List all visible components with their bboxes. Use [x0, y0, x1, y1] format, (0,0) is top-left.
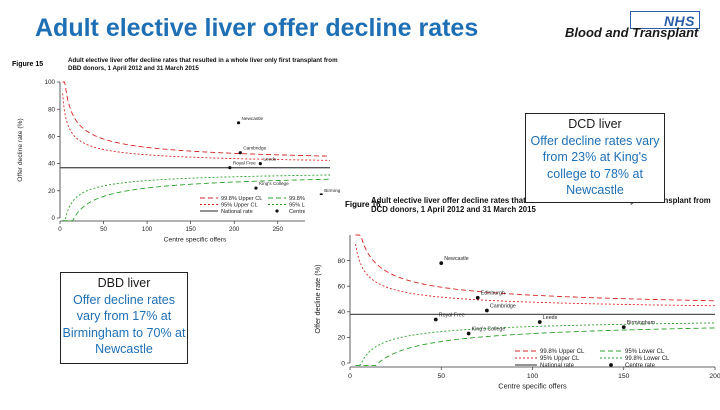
y-tick-label: 100	[45, 79, 56, 86]
y-tick-label: 40	[48, 161, 55, 168]
nhs-logo-text: NHS	[663, 13, 695, 29]
legend-label: 99.8% Upper CL	[540, 349, 585, 355]
figure-15-panel: Figure 15 Adult elective liver offer dec…	[10, 56, 349, 246]
dbd-callout: DBD liver Offer decline rates vary from …	[60, 272, 188, 364]
centre-point-birmingham	[621, 325, 626, 330]
logo-subtitle: Blood and Transplant	[565, 25, 699, 40]
x-tick-label: 150	[618, 373, 630, 380]
centre-point-cambridge	[484, 308, 489, 313]
x-axis-label: Centre specific offers	[498, 382, 567, 391]
figure-title-wrap: Adult elective liver offer decline rates…	[68, 57, 338, 72]
centre-label: Newcastle	[242, 116, 264, 121]
x-tick-label: 200	[229, 226, 240, 233]
y-tick-label: 60	[337, 283, 345, 290]
upper-998-limit	[355, 234, 715, 302]
x-tick-label: 50	[437, 373, 445, 380]
centre-label: Newcastle	[444, 256, 468, 262]
centre-point-leeds	[258, 162, 262, 166]
y-tick-label: 40	[337, 309, 345, 316]
centre-point-cambridge	[238, 151, 242, 155]
y-axis-label: Offer decline rate (%)	[313, 264, 322, 333]
x-tick-label: 200	[709, 373, 720, 380]
x-axis-label: Centre specific offers	[164, 236, 227, 243]
legend-swatch	[275, 209, 279, 213]
slide-title: Adult elective liver offer decline rates	[35, 14, 479, 42]
centre-label: Cambridge	[490, 304, 516, 310]
y-tick-label: 20	[337, 335, 345, 342]
upper-95-limit	[355, 244, 715, 307]
legend-label: 99.8% Upper CL	[221, 196, 262, 202]
legend-label: Centre rate	[625, 363, 656, 369]
centre-point-royal-free	[433, 317, 438, 322]
centre-label: King's College	[259, 181, 289, 186]
upper-95-limit	[62, 93, 330, 161]
centre-point-leeds	[537, 320, 542, 324]
dcd-callout-body: Offer decline rates vary from 23% at Kin…	[530, 133, 660, 198]
x-tick-label: 50	[100, 226, 107, 233]
dcd-callout: DCD liver Offer decline rates vary from …	[525, 113, 665, 203]
centre-label: Birmingham	[627, 320, 656, 326]
centre-label: Royal Free	[439, 312, 465, 318]
y-axis-label: Offer decline rate (%)	[17, 118, 24, 181]
figure-16-chart: Figure 16 Adult elective liver offer dec…	[313, 196, 720, 391]
x-tick-label: 100	[142, 226, 153, 233]
centre-point-newcastle	[236, 121, 241, 125]
x-tick-label: 0	[58, 226, 62, 233]
centre-label: Birmingham	[324, 188, 340, 193]
y-tick-label: 80	[337, 258, 345, 265]
nhs-logo: NHS	[630, 11, 700, 29]
upper-998-limit	[62, 81, 331, 157]
centre-point-king-s-college	[254, 186, 258, 190]
x-tick-label: 100	[527, 373, 539, 380]
legend-label: National rate	[221, 209, 253, 215]
y-tick-label: 0	[341, 360, 345, 367]
y-tick-label: 0	[52, 215, 56, 222]
legend-label: National rate	[540, 363, 575, 369]
y-tick-label: 80	[48, 106, 55, 113]
figure-label: Figure 16	[345, 200, 381, 209]
x-tick-label: 250	[273, 226, 284, 233]
legend-label: 99.8% Lower CL	[625, 356, 670, 362]
figure-label: Figure 15	[12, 61, 43, 68]
centre-point-newcastle	[439, 261, 444, 266]
dbd-callout-body: Offer decline rates vary from 17% at Bir…	[62, 292, 186, 357]
legend-label: 95% Lower CL	[625, 349, 665, 355]
x-tick-label: 150	[185, 226, 196, 233]
lower-998-limit	[355, 327, 716, 367]
y-tick-label: 60	[48, 133, 55, 140]
lower-95-limit	[62, 174, 330, 222]
centre-point-edinburgh	[475, 295, 480, 300]
dbd-callout-heading: DBD liver	[97, 276, 151, 290]
lower-998-limit	[62, 178, 330, 222]
legend-label: 95% Upper CL	[221, 202, 258, 208]
legend-label: 95% Upper CL	[540, 356, 580, 362]
figure-15-chart: Figure 15 Adult elective liver offer dec…	[12, 57, 349, 243]
figure-title: Adult elective liver offer decline rates…	[68, 57, 338, 72]
centre-label: Leeds	[263, 157, 276, 162]
centre-label: Leeds	[543, 315, 558, 321]
legend-label: Centre rate	[289, 209, 317, 215]
y-tick-label: 20	[48, 188, 55, 195]
centre-label: King's College	[472, 327, 506, 333]
centre-point-king-s-college	[466, 331, 471, 336]
centre-label: Royal Free	[233, 161, 256, 166]
centre-label: Edinburgh	[481, 291, 505, 297]
centre-label: Cambridge	[243, 146, 266, 151]
dcd-callout-heading: DCD liver	[568, 117, 622, 131]
centre-point-royal-free	[228, 166, 232, 170]
figure-16-panel: Figure 16 Adult elective liver offer dec…	[305, 195, 720, 405]
x-tick-label: 0	[348, 373, 352, 380]
legend-swatch	[609, 363, 613, 367]
